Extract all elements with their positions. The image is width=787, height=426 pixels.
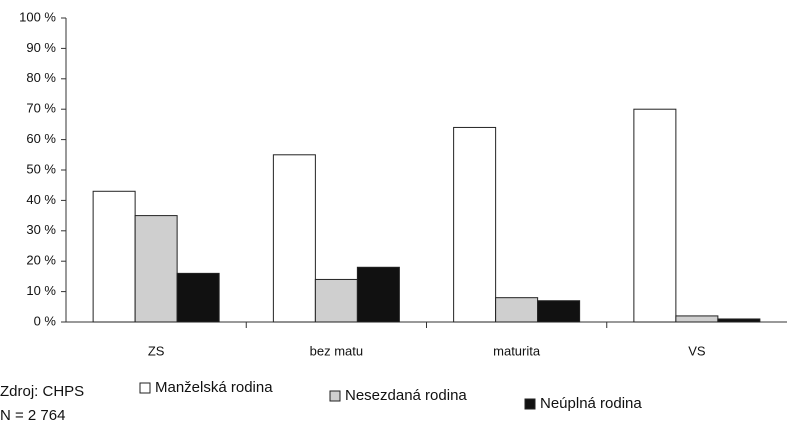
y-tick-label: 10 % bbox=[26, 283, 56, 298]
bar bbox=[92, 190, 136, 323]
x-tick-label: VS bbox=[688, 343, 706, 358]
x-tick-label: maturita bbox=[493, 343, 541, 358]
bar bbox=[176, 272, 220, 323]
bar bbox=[495, 297, 539, 323]
x-tick-label: ZS bbox=[148, 343, 165, 358]
y-tick-label: 0 % bbox=[34, 313, 57, 328]
bar bbox=[633, 108, 677, 323]
note: N = 2 764 bbox=[0, 407, 65, 424]
legend-swatch bbox=[139, 382, 151, 394]
y-tick-label: 100 % bbox=[19, 9, 56, 24]
legend-label: Neúplná rodina bbox=[540, 395, 642, 412]
y-tick-label: 30 % bbox=[26, 222, 56, 237]
y-tick-label: 90 % bbox=[26, 40, 56, 55]
y-tick-label: 50 % bbox=[26, 161, 56, 176]
bar bbox=[272, 154, 316, 323]
bar bbox=[314, 278, 358, 323]
bar bbox=[717, 318, 761, 323]
x-tick-label: bez matu bbox=[310, 343, 363, 358]
legend-label: Nesezdaná rodina bbox=[345, 387, 467, 404]
source: Zdroj: CHPS bbox=[0, 383, 84, 400]
y-tick-label: 60 % bbox=[26, 131, 56, 146]
y-tick-label: 70 % bbox=[26, 101, 56, 116]
bar bbox=[675, 315, 719, 323]
bar bbox=[356, 266, 400, 323]
legend-swatch bbox=[329, 390, 341, 402]
y-tick-label: 40 % bbox=[26, 192, 56, 207]
bar bbox=[537, 300, 581, 323]
bar bbox=[134, 215, 178, 323]
legend-swatch bbox=[524, 398, 536, 410]
y-tick-label: 20 % bbox=[26, 253, 56, 268]
y-tick-label: 80 % bbox=[26, 70, 56, 85]
legend-label: Manželská rodina bbox=[155, 379, 273, 396]
bar bbox=[453, 126, 497, 323]
